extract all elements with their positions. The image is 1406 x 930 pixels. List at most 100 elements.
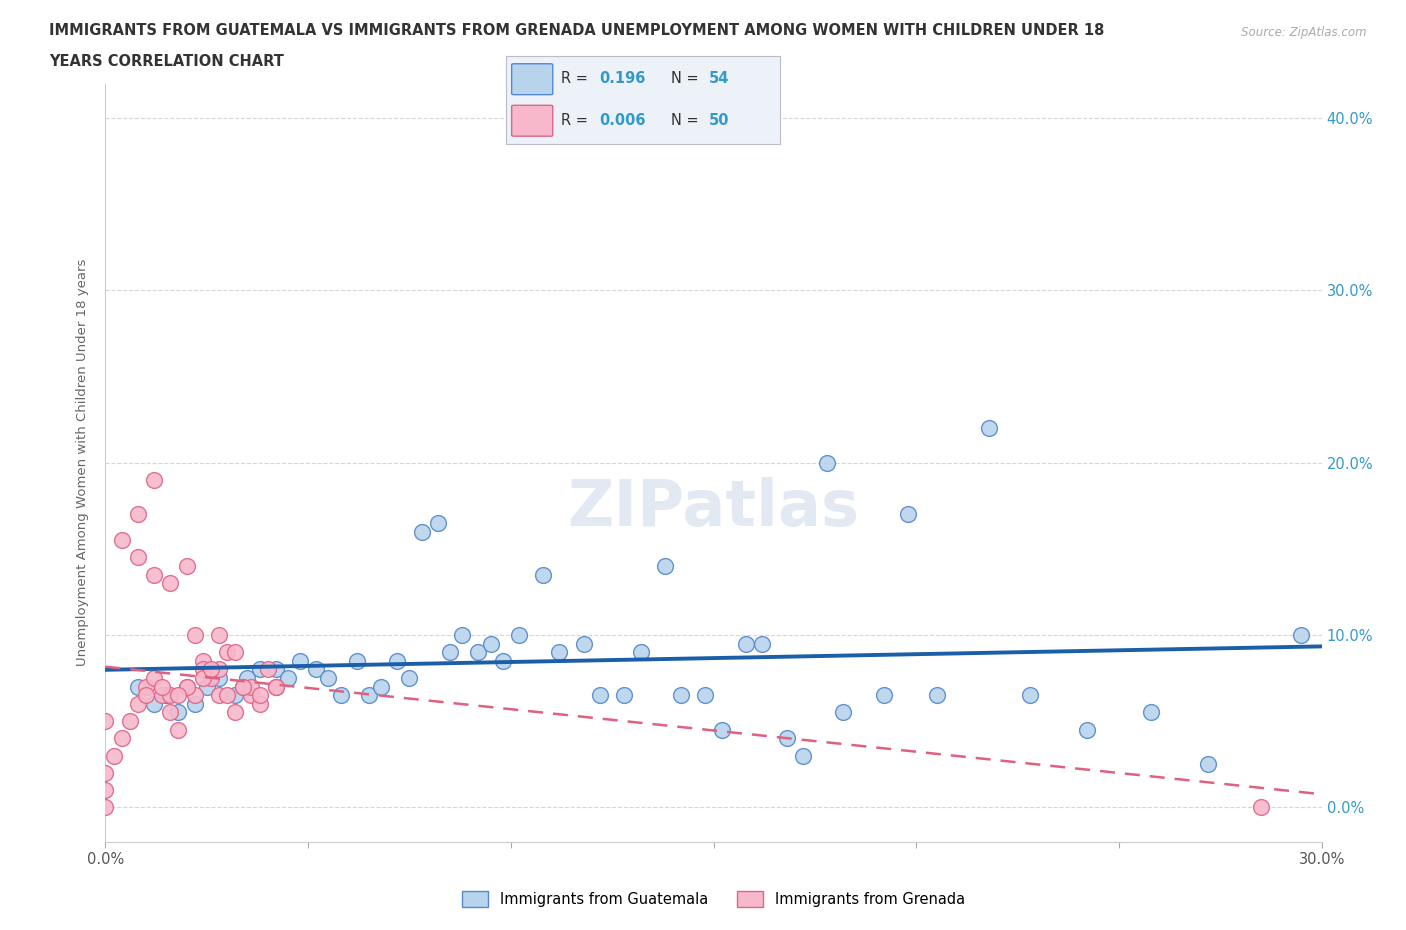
Point [264,662,287,677]
Text: 54: 54 [709,72,730,86]
Point [127,507,149,522]
Point [305,662,328,677]
Point [232,679,254,694]
Point [200,662,222,677]
Point [288,654,311,669]
Point [224,705,246,720]
Point [94,713,117,728]
Point [167,705,190,720]
Point [411,525,433,539]
Point [751,636,773,651]
Point [249,662,271,677]
Point [508,628,530,643]
Text: N =: N = [671,113,699,127]
Point [183,628,205,643]
Point [654,559,676,574]
Point [94,800,117,815]
Point [135,688,157,703]
Point [832,705,855,720]
Point [1018,688,1040,703]
Text: IMMIGRANTS FROM GUATEMALA VS IMMIGRANTS FROM GRENADA UNEMPLOYMENT AMONG WOMEN WI: IMMIGRANTS FROM GUATEMALA VS IMMIGRANTS … [49,23,1105,38]
Point [925,688,948,703]
Point [1250,800,1272,815]
Text: N =: N = [671,72,699,86]
Point [191,662,214,677]
Point [167,688,190,703]
Point [150,679,173,694]
Point [492,654,515,669]
Point [143,671,166,685]
Point [167,723,190,737]
Point [264,679,287,694]
Point [439,644,461,659]
Point [191,654,214,669]
Point [249,697,271,711]
Point [176,559,198,574]
Text: 0.196: 0.196 [599,72,645,86]
Point [548,644,571,659]
Point [208,688,231,703]
Point [236,671,259,685]
Point [127,697,149,711]
Point [669,688,692,703]
Point [329,688,352,703]
Point [127,679,149,694]
Point [792,748,814,763]
Point [232,679,254,694]
Point [531,567,554,582]
Point [208,662,231,677]
Point [695,688,717,703]
Point [318,671,340,685]
Point [589,688,612,703]
Point [191,671,214,685]
Point [735,636,758,651]
FancyBboxPatch shape [512,64,553,95]
Point [155,688,177,703]
Point [143,567,166,582]
Text: 50: 50 [709,113,730,127]
Point [630,644,652,659]
Point [897,507,920,522]
Point [150,688,173,703]
Point [183,697,205,711]
Point [346,654,368,669]
Point [176,679,198,694]
Y-axis label: Unemployment Among Women with Children Under 18 years: Unemployment Among Women with Children U… [76,259,90,667]
Point [1076,723,1098,737]
Point [118,713,141,728]
Point [451,628,474,643]
Text: YEARS CORRELATION CHART: YEARS CORRELATION CHART [49,54,284,69]
Text: R =: R = [561,72,588,86]
Point [94,782,117,797]
Point [240,688,263,703]
Point [224,688,246,703]
Point [103,748,125,763]
Point [143,472,166,487]
Legend: Immigrants from Guatemala, Immigrants from Grenada: Immigrants from Guatemala, Immigrants fr… [454,884,973,914]
Text: 0.006: 0.006 [599,113,645,127]
Point [387,654,409,669]
Point [249,688,271,703]
Point [200,671,222,685]
Point [183,688,205,703]
Point [572,636,595,651]
Point [111,533,134,548]
Point [127,550,149,565]
Point [775,731,797,746]
Point [135,679,157,694]
Point [979,420,1001,435]
Point [1291,628,1313,643]
Point [467,644,489,659]
Point [159,705,181,720]
Point [873,688,896,703]
Point [370,679,392,694]
Point [195,679,218,694]
Point [357,688,380,703]
Text: Source: ZipAtlas.com: Source: ZipAtlas.com [1241,26,1367,39]
Point [1197,757,1219,772]
Point [176,679,198,694]
Point [479,636,502,651]
Point [264,679,287,694]
Point [143,697,166,711]
Text: R =: R = [561,113,588,127]
